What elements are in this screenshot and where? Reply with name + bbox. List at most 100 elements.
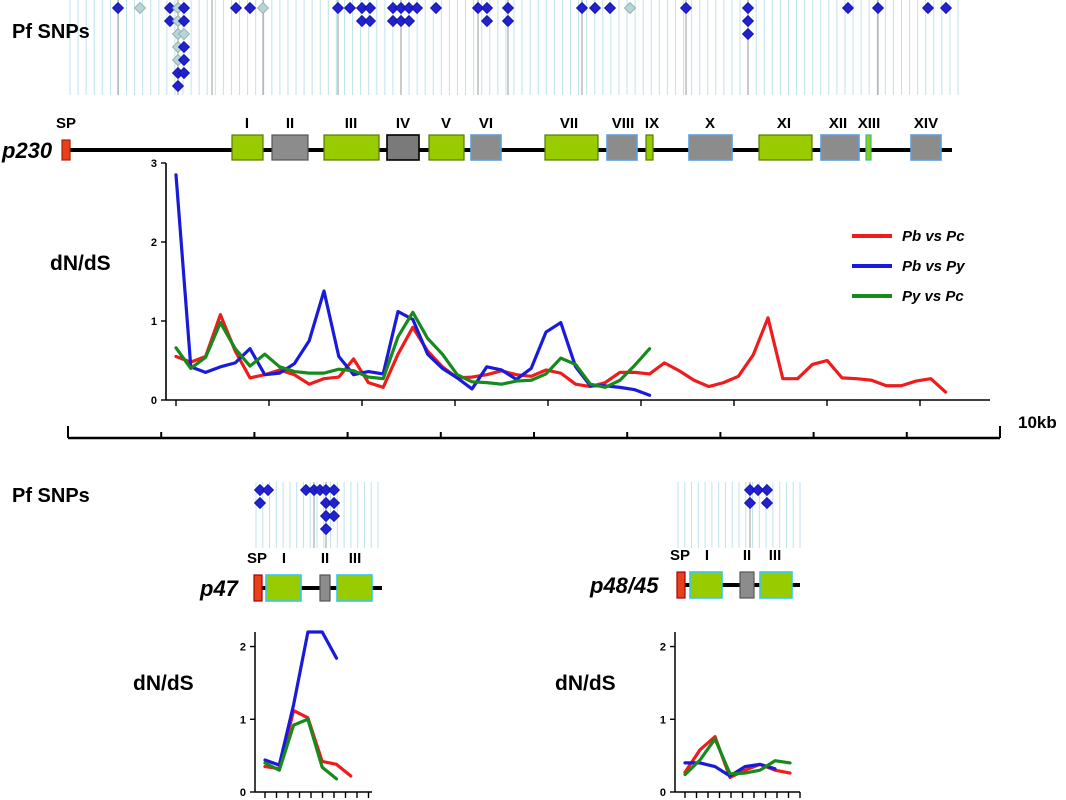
snp-marker [871,1,885,15]
snp-marker [402,1,416,15]
domain-box-iii [336,574,373,602]
snp-marker-synonymous [177,27,191,41]
domain-label-x: X [705,115,715,132]
snp-marker [760,496,774,510]
domain-box-ii [739,571,755,599]
domain-box-viii [606,134,638,161]
domain-box-vii [544,134,599,161]
snp-marker [331,1,345,15]
domain-box-iii [323,134,380,161]
snp-marker [253,483,267,497]
snp-marker [327,496,341,510]
domain-label-vii: VII [560,115,578,132]
domain-box-i [265,574,302,602]
gene-map-p230: p230 SP I II III IV V VI VII VIII IX X XI XII XIII XIV [1,115,952,163]
domain-box-xiii [865,134,872,161]
snp-marker [588,1,602,15]
ylabel-p47: dN/dS [133,672,194,695]
snp-marker [841,1,855,15]
snp-marker [741,27,755,41]
y-tick-label: 2 [151,237,157,249]
domain-label-iii: III [345,115,358,132]
domain-box-xi [758,134,813,161]
legend-label-pb-py: Pb vs Py [902,258,965,275]
snp-marker [679,1,693,15]
gene-map-p48-45: p48/45 SP I II III [589,547,800,599]
snp-marker [253,496,267,510]
domain-label-sp: SP [56,115,76,132]
snp-marker [939,1,953,15]
gene-label-p47: p47 [199,576,240,601]
domain-box-x [688,134,733,161]
snp-marker [299,483,313,497]
snp-marker [177,66,191,80]
y-tick-label: 2 [240,642,246,654]
domain-label-v: V [441,115,451,132]
snp-marker [471,1,485,15]
scale-bar: 10kb [67,413,1057,440]
snp-marker [177,1,191,15]
domain-box-sp [61,139,71,161]
legend-label-py-pc: Py vs Pc [902,288,964,305]
snp-marker [163,1,177,15]
snp-marker [760,483,774,497]
y-tick-label: 2 [660,642,666,654]
legend: Pb vs Pc Pb vs Py Py vs Pc [852,228,965,305]
snp-marker [741,14,755,28]
snp-marker [355,14,369,28]
domain-label-vi: VI [479,115,493,132]
snp-marker [743,496,757,510]
snp-track-p47 [253,482,379,548]
domain-label-i: I [245,115,249,132]
series-line-pb-vs-py [683,761,777,778]
snp-marker [480,14,494,28]
snp-marker [319,509,333,523]
snp-marker [603,1,617,15]
domain-label-iv: IV [396,115,410,132]
snp-marker [394,14,408,28]
gene-label-p48-45: p48/45 [589,573,659,598]
domain-label-iii: III [349,550,362,567]
snp-marker [177,53,191,67]
snp-track-p48-45 [677,482,801,548]
domain-box-iv [386,134,420,161]
snp-marker [163,14,177,28]
snp-marker [111,1,125,15]
series-line-pb-vs-pc [174,313,948,394]
series-line-py-vs-pc [683,737,792,777]
snp-marker [429,1,443,15]
gene-map-p47: p47 SP I II III [199,550,382,602]
y-tick-label: 1 [151,316,157,328]
snp-marker [355,1,369,15]
snp-marker [394,1,408,15]
legend-label-pb-pc: Pb vs Pc [902,228,965,245]
y-tick-label: 0 [151,395,157,407]
dnds-chart-p230: dN/dS 0 1 2 3 [50,158,990,407]
snp-marker [743,483,757,497]
domain-label-i: I [282,550,286,567]
domain-box-xii [820,134,860,161]
domain-box-sp [676,571,686,599]
snp-marker [751,483,765,497]
ylabel-p230: dN/dS [50,252,111,275]
domain-box-vi [470,134,502,161]
snp-marker [921,1,935,15]
domain-box-xiv [910,134,942,161]
series-line-pb-vs-py [174,173,652,397]
snp-marker [327,509,341,523]
domain-label-i: I [705,547,709,564]
domain-label-ii: II [743,547,751,564]
dnds-chart-p47: dN/dS 0 1 2 [133,630,372,799]
snp-marker [363,14,377,28]
domain-box-i [231,134,264,161]
snp-marker [327,483,341,497]
snp-marker [402,14,416,28]
snp-marker [319,496,333,510]
domain-box-ii [319,574,331,602]
domain-label-sp: SP [670,547,690,564]
snp-marker-synonymous [623,1,637,15]
domain-label-xii: XII [829,115,847,132]
snp-marker [386,14,400,28]
snp-marker [319,522,333,536]
snp-marker [177,14,191,28]
